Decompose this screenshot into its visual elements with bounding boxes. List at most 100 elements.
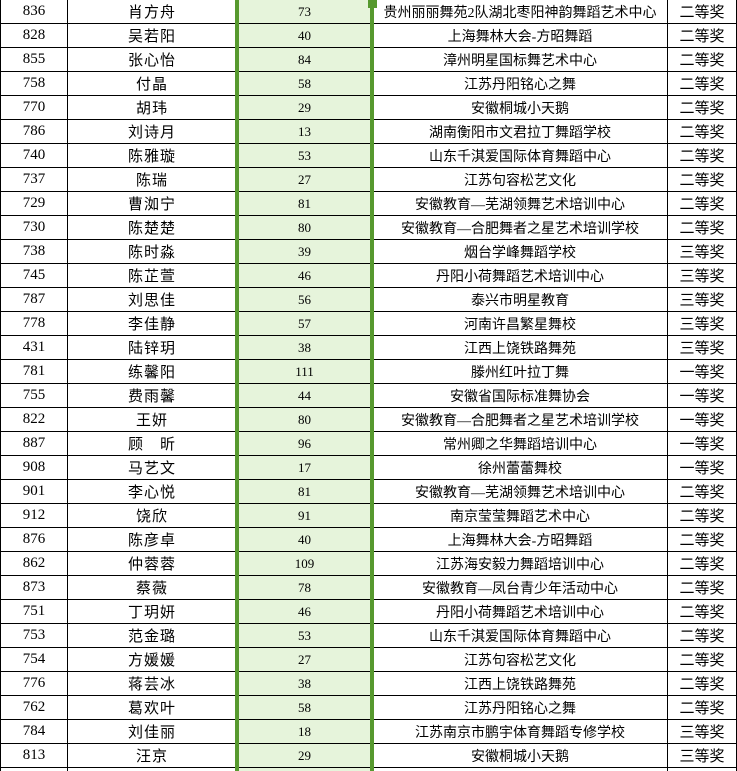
name-cell[interactable]: 丁玥妍 xyxy=(68,600,237,623)
name-cell[interactable]: 李佳静 xyxy=(68,312,237,335)
score-cell[interactable]: 44 xyxy=(237,384,373,407)
organization-cell[interactable]: 安徽教育—合肥舞者之星艺术培训学校 xyxy=(373,216,668,239)
entry-number-cell[interactable]: 431 xyxy=(0,336,68,359)
award-cell[interactable]: 一等奖 xyxy=(668,360,737,383)
name-cell[interactable]: 陈楚楚 xyxy=(68,216,237,239)
score-cell[interactable]: 13 xyxy=(237,120,373,143)
name-cell[interactable]: 仲蓉蓉 xyxy=(68,552,237,575)
name-cell[interactable]: 胡玮 xyxy=(68,96,237,119)
score-cell[interactable]: 58 xyxy=(237,696,373,719)
award-cell[interactable]: 三等奖 xyxy=(668,312,737,335)
organization-cell[interactable]: 南京莹莹舞蹈艺术中心 xyxy=(373,504,668,527)
name-cell[interactable]: 陈雅璇 xyxy=(68,144,237,167)
entry-number-cell[interactable]: 828 xyxy=(0,24,68,47)
entry-number-cell[interactable]: 855 xyxy=(0,48,68,71)
entry-number-cell[interactable]: 836 xyxy=(0,0,68,23)
award-cell[interactable]: 二等奖 xyxy=(668,144,737,167)
entry-number-cell[interactable]: 787 xyxy=(0,288,68,311)
award-cell[interactable]: 一等奖 xyxy=(668,408,737,431)
organization-cell[interactable]: 徐州蕾蕾舞校 xyxy=(373,456,668,479)
organization-cell[interactable]: 江苏丹阳铭心之舞 xyxy=(373,72,668,95)
award-cell[interactable]: 二等奖 xyxy=(668,96,737,119)
name-cell[interactable]: 吴若阳 xyxy=(68,24,237,47)
name-cell[interactable]: 费雨馨 xyxy=(68,384,237,407)
award-cell[interactable]: 二等奖 xyxy=(668,192,737,215)
entry-number-cell[interactable]: 738 xyxy=(0,240,68,263)
name-cell[interactable]: 蔡薇 xyxy=(68,576,237,599)
score-cell[interactable]: 96 xyxy=(237,432,373,455)
name-cell[interactable]: 李心悦 xyxy=(68,480,237,503)
award-cell[interactable]: 二等奖 xyxy=(668,696,737,719)
organization-cell[interactable]: 湖南衡阳市文君拉丁舞蹈学校 xyxy=(373,120,668,143)
organization-cell[interactable]: 安徽教育—芜湖领舞艺术培训中心 xyxy=(373,192,668,215)
award-cell[interactable]: 一等奖 xyxy=(668,432,737,455)
entry-number-cell[interactable]: 901 xyxy=(0,480,68,503)
award-cell[interactable]: 二等奖 xyxy=(668,648,737,671)
partial-org-cell[interactable] xyxy=(373,768,668,771)
score-cell[interactable]: 81 xyxy=(237,192,373,215)
entry-number-cell[interactable]: 753 xyxy=(0,624,68,647)
organization-cell[interactable]: 泰兴市明星教育 xyxy=(373,288,668,311)
name-cell[interactable]: 陆锌玥 xyxy=(68,336,237,359)
score-cell[interactable]: 18 xyxy=(237,720,373,743)
award-cell[interactable]: 二等奖 xyxy=(668,0,737,23)
organization-cell[interactable]: 安徽省国际标准舞协会 xyxy=(373,384,668,407)
organization-cell[interactable]: 上海舞林大会-方昭舞蹈 xyxy=(373,528,668,551)
score-cell[interactable]: 80 xyxy=(237,408,373,431)
entry-number-cell[interactable]: 876 xyxy=(0,528,68,551)
entry-number-cell[interactable]: 758 xyxy=(0,72,68,95)
score-cell[interactable]: 29 xyxy=(237,96,373,119)
name-cell[interactable]: 刘佳丽 xyxy=(68,720,237,743)
organization-cell[interactable]: 江苏海安毅力舞蹈培训中心 xyxy=(373,552,668,575)
entry-number-cell[interactable]: 862 xyxy=(0,552,68,575)
score-cell[interactable]: 73 xyxy=(237,0,373,23)
organization-cell[interactable]: 江苏句容松艺文化 xyxy=(373,648,668,671)
name-cell[interactable]: 肖方舟 xyxy=(68,0,237,23)
name-cell[interactable]: 刘诗月 xyxy=(68,120,237,143)
award-cell[interactable]: 二等奖 xyxy=(668,24,737,47)
organization-cell[interactable]: 安徽教育—芜湖领舞艺术培训中心 xyxy=(373,480,668,503)
score-cell[interactable]: 38 xyxy=(237,336,373,359)
award-cell[interactable]: 二等奖 xyxy=(668,600,737,623)
name-cell[interactable]: 饶欣 xyxy=(68,504,237,527)
name-cell[interactable]: 顾 昕 xyxy=(68,432,237,455)
award-cell[interactable]: 二等奖 xyxy=(668,576,737,599)
award-cell[interactable]: 二等奖 xyxy=(668,672,737,695)
award-cell[interactable]: 三等奖 xyxy=(668,720,737,743)
entry-number-cell[interactable]: 781 xyxy=(0,360,68,383)
entry-number-cell[interactable]: 822 xyxy=(0,408,68,431)
award-cell[interactable]: 三等奖 xyxy=(668,336,737,359)
entry-number-cell[interactable]: 737 xyxy=(0,168,68,191)
award-cell[interactable]: 二等奖 xyxy=(668,552,737,575)
organization-cell[interactable]: 丹阳小荷舞蹈艺术培训中心 xyxy=(373,264,668,287)
organization-cell[interactable]: 江西上饶铁路舞苑 xyxy=(373,336,668,359)
entry-number-cell[interactable]: 873 xyxy=(0,576,68,599)
score-cell[interactable]: 40 xyxy=(237,24,373,47)
name-cell[interactable]: 陈瑞 xyxy=(68,168,237,191)
name-cell[interactable]: 马艺文 xyxy=(68,456,237,479)
name-cell[interactable]: 陈时淼 xyxy=(68,240,237,263)
partial-id-cell[interactable] xyxy=(0,768,68,771)
entry-number-cell[interactable]: 745 xyxy=(0,264,68,287)
entry-number-cell[interactable]: 776 xyxy=(0,672,68,695)
organization-cell[interactable]: 上海舞林大会-方昭舞蹈 xyxy=(373,24,668,47)
name-cell[interactable]: 王妍 xyxy=(68,408,237,431)
organization-cell[interactable]: 河南许昌繁星舞校 xyxy=(373,312,668,335)
score-cell[interactable]: 46 xyxy=(237,600,373,623)
selection-fill-handle[interactable] xyxy=(368,0,377,8)
entry-number-cell[interactable]: 786 xyxy=(0,120,68,143)
name-cell[interactable]: 练馨阳 xyxy=(68,360,237,383)
organization-cell[interactable]: 山东千淇爱国际体育舞蹈中心 xyxy=(373,624,668,647)
name-cell[interactable]: 方媛媛 xyxy=(68,648,237,671)
award-cell[interactable]: 二等奖 xyxy=(668,72,737,95)
award-cell[interactable]: 二等奖 xyxy=(668,624,737,647)
score-cell[interactable]: 58 xyxy=(237,72,373,95)
organization-cell[interactable]: 常州卿之华舞蹈培训中心 xyxy=(373,432,668,455)
score-cell[interactable]: 56 xyxy=(237,288,373,311)
entry-number-cell[interactable]: 754 xyxy=(0,648,68,671)
score-cell[interactable]: 27 xyxy=(237,168,373,191)
entry-number-cell[interactable]: 770 xyxy=(0,96,68,119)
score-cell[interactable]: 29 xyxy=(237,744,373,767)
award-cell[interactable]: 三等奖 xyxy=(668,264,737,287)
name-cell[interactable]: 曹洳宁 xyxy=(68,192,237,215)
